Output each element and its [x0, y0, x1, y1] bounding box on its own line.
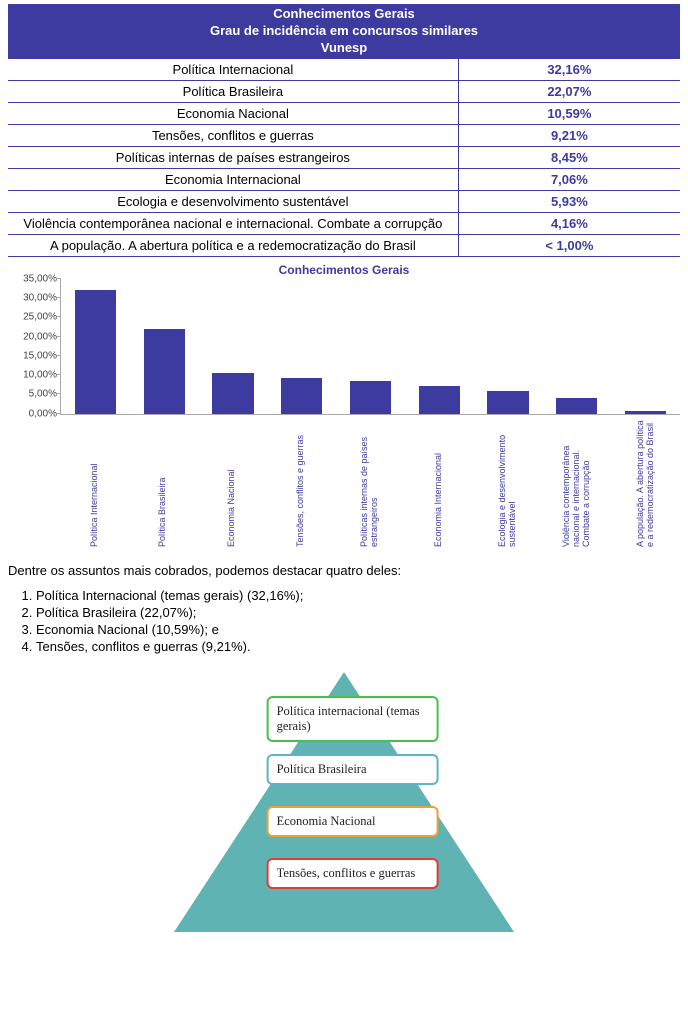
- percent-cell: 10,59%: [458, 102, 680, 124]
- topic-cell: Política Internacional: [8, 59, 458, 81]
- topic-cell: Políticas internas de países estrangeiro…: [8, 146, 458, 168]
- pyramid-box: Política Brasileira: [267, 754, 439, 785]
- list-item: Política Brasileira (22,07%);: [36, 605, 680, 620]
- percent-cell: 9,21%: [458, 124, 680, 146]
- y-tick-label: 35,00%: [11, 273, 57, 284]
- list-item: Economia Nacional (10,59%); e: [36, 622, 680, 637]
- topic-cell: A população. A abertura política e a red…: [8, 234, 458, 256]
- percent-cell: < 1,00%: [458, 234, 680, 256]
- table-row: Políticas internas de países estrangeiro…: [8, 146, 680, 168]
- topic-cell: Violência contemporânea nacional e inter…: [8, 212, 458, 234]
- chart-bar: [281, 378, 322, 414]
- percent-cell: 32,16%: [458, 59, 680, 81]
- topic-cell: Tensões, conflitos e guerras: [8, 124, 458, 146]
- pyramid-box: Política internacional (temas gerais): [267, 696, 439, 742]
- y-tick-label: 0,00%: [11, 408, 57, 419]
- y-tick-label: 25,00%: [11, 312, 57, 323]
- x-tick-label: Economia Internacional: [434, 417, 444, 547]
- table-row: Economia Internacional7,06%: [8, 168, 680, 190]
- percent-cell: 4,16%: [458, 212, 680, 234]
- chart-bar: [487, 391, 528, 414]
- y-tick-label: 5,00%: [11, 389, 57, 400]
- percent-cell: 5,93%: [458, 190, 680, 212]
- chart-bar: [625, 411, 666, 413]
- list-item: Política Internacional (temas gerais) (3…: [36, 588, 680, 603]
- intro-text: Dentre os assuntos mais cobrados, podemo…: [8, 563, 680, 578]
- pyramid-box: Economia Nacional: [267, 806, 439, 837]
- chart-title: Conhecimentos Gerais: [8, 263, 680, 277]
- pyramid-diagram: Política internacional (temas gerais) Pol…: [174, 672, 514, 932]
- bar-chart: 0,00%5,00%10,00%15,00%20,00%25,00%30,00%…: [60, 279, 680, 415]
- x-tick-label: Políticas internas de países estrangeiro…: [360, 417, 380, 547]
- incidence-table: Política Internacional32,16%Política Bra…: [8, 59, 680, 257]
- percent-cell: 7,06%: [458, 168, 680, 190]
- chart-x-labels: Política Internacional Política Brasileir…: [60, 417, 680, 547]
- highlight-list: Política Internacional (temas gerais) (3…: [36, 588, 680, 654]
- x-tick-label: Economia Nacional: [227, 417, 237, 547]
- topic-cell: Ecologia e desenvolvimento sustentável: [8, 190, 458, 212]
- table-row: Economia Nacional10,59%: [8, 102, 680, 124]
- table-row: Violência contemporânea nacional e inter…: [8, 212, 680, 234]
- x-tick-label: Tensões, conflitos e guerras: [296, 417, 306, 547]
- percent-cell: 8,45%: [458, 146, 680, 168]
- x-tick-label: A população. A abertura política e a red…: [636, 417, 656, 547]
- chart-bar: [556, 398, 597, 414]
- y-tick-label: 15,00%: [11, 350, 57, 361]
- x-tick-label: Política Internacional: [90, 417, 100, 547]
- y-tick-label: 10,00%: [11, 370, 57, 381]
- percent-cell: 22,07%: [458, 80, 680, 102]
- x-tick-label: Violência contemporânea nacional e inter…: [562, 417, 592, 547]
- header-line3: Vunesp: [8, 40, 680, 57]
- chart-bar: [350, 381, 391, 414]
- table-row: A população. A abertura política e a red…: [8, 234, 680, 256]
- x-tick-label: Política Brasileira: [158, 417, 168, 547]
- header-line2: Grau de incidência em concursos similare…: [8, 23, 680, 40]
- table-row: Ecologia e desenvolvimento sustentável5,…: [8, 190, 680, 212]
- topic-cell: Economia Internacional: [8, 168, 458, 190]
- y-tick-label: 30,00%: [11, 292, 57, 303]
- header-line1: Conhecimentos Gerais: [8, 6, 680, 23]
- list-item: Tensões, conflitos e guerras (9,21%).: [36, 639, 680, 654]
- table-row: Tensões, conflitos e guerras9,21%: [8, 124, 680, 146]
- chart-bar: [144, 329, 185, 414]
- topic-cell: Economia Nacional: [8, 102, 458, 124]
- chart-bar: [419, 386, 460, 413]
- x-tick-label: Ecologia e desenvolvimento sustentável: [498, 417, 518, 547]
- table-header: Conhecimentos Gerais Grau de incidência …: [8, 4, 680, 59]
- chart-bar: [212, 373, 253, 414]
- chart-bar: [75, 290, 116, 414]
- pyramid-box: Tensões, conflitos e guerras: [267, 858, 439, 889]
- table-row: Política Internacional32,16%: [8, 59, 680, 81]
- y-tick-label: 20,00%: [11, 331, 57, 342]
- table-row: Política Brasileira22,07%: [8, 80, 680, 102]
- topic-cell: Política Brasileira: [8, 80, 458, 102]
